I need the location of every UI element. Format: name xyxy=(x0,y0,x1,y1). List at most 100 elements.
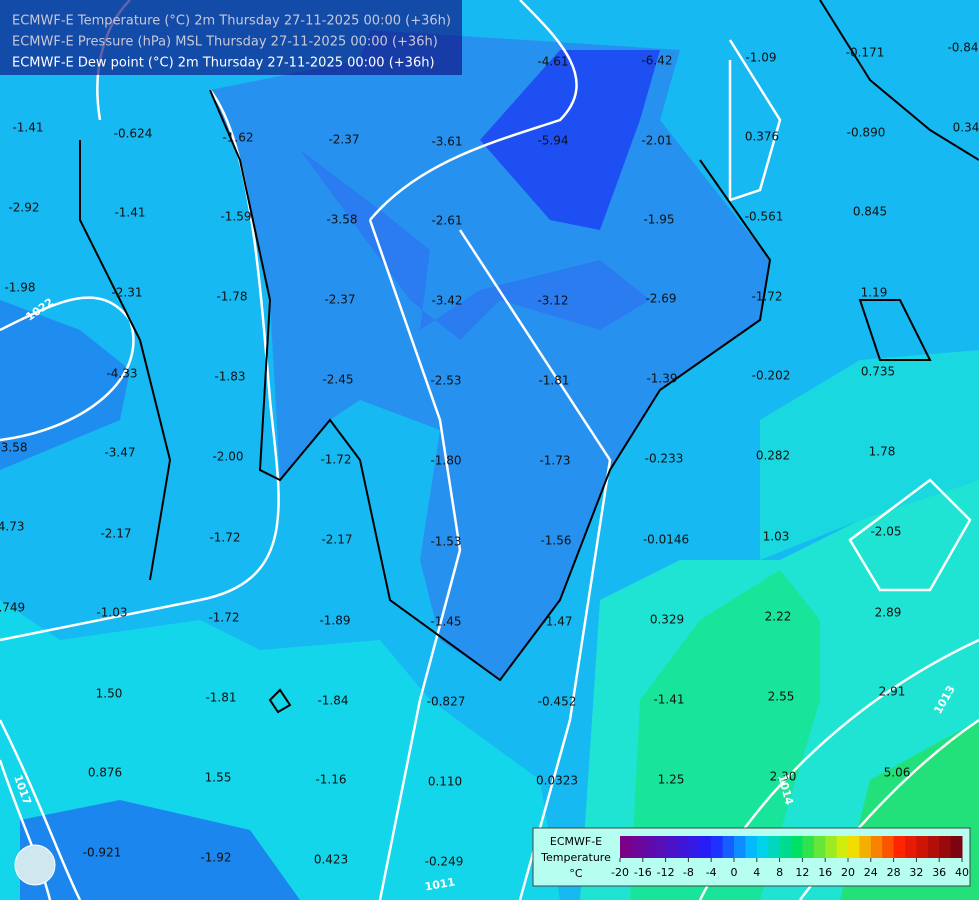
value-label: -0.561 xyxy=(745,210,784,224)
value-label: -2.37 xyxy=(324,293,355,307)
value-label: 1.50 xyxy=(96,687,123,701)
value-label: -2.01 xyxy=(641,134,672,148)
value-label: -0.921 xyxy=(83,846,122,860)
colorbar-cell xyxy=(836,836,849,858)
colorbar-cell xyxy=(813,836,826,858)
colorbar-cell xyxy=(939,836,952,858)
zero-contours xyxy=(79,0,979,714)
value-label: 0.110 xyxy=(428,775,462,789)
colorbar-tick-label: -8 xyxy=(683,866,694,879)
value-label: -5.94 xyxy=(537,134,568,148)
value-label: 0.329 xyxy=(650,613,684,627)
colorbar-cell xyxy=(722,836,735,858)
colorbar-cell xyxy=(859,836,872,858)
value-label: 1.03 xyxy=(763,530,790,544)
colorbar-tick-label: 28 xyxy=(887,866,901,879)
colorbar: -20 -16 -12 -8 -4 0 4 8 12 16 20 24 28 32 36 40 xyxy=(611,836,969,879)
value-label: -1.80 xyxy=(430,454,461,468)
colorbar-cell xyxy=(711,836,724,858)
colorbar-tick-label: -20 xyxy=(611,866,629,879)
value-label: -2.61 xyxy=(431,214,462,228)
colorbar-cell xyxy=(642,836,655,858)
value-label: -1.72 xyxy=(209,531,240,545)
value-label: -0.452 xyxy=(538,695,577,709)
region xyxy=(630,570,820,900)
colorbar-cell xyxy=(699,836,712,858)
region xyxy=(760,350,979,560)
value-label: 2.91 xyxy=(879,685,906,699)
value-label: -1.62 xyxy=(222,131,253,145)
value-label: 0.423 xyxy=(314,853,348,867)
value-label: -3.42 xyxy=(431,294,462,308)
value-label: -0.624 xyxy=(114,127,153,141)
value-label: 0.876 xyxy=(88,766,122,780)
colorbar-cell xyxy=(756,836,769,858)
region xyxy=(480,50,660,230)
value-label: 0.749 xyxy=(0,601,25,615)
value-label: -1.95 xyxy=(643,213,674,227)
header-box xyxy=(0,0,462,75)
value-label: -1.92 xyxy=(200,851,231,865)
value-label: -1.73 xyxy=(539,454,570,468)
value-label: -0.0146 xyxy=(643,533,689,547)
value-label: -2.92 xyxy=(8,201,39,215)
colorbar-cell xyxy=(654,836,667,858)
value-label: -1.81 xyxy=(205,691,236,705)
colorbar-cell xyxy=(620,836,632,858)
colorbar-cell xyxy=(893,836,906,858)
value-label: 0.376 xyxy=(745,130,779,144)
value-label: -1.78 xyxy=(216,290,247,304)
colorbar-cell xyxy=(950,836,963,858)
map-labels: -4.61 -6.42 -1.09 -0.171 -0.84 -1.41 -0.624 -1.… xyxy=(0,41,979,894)
value-label: -1.83 xyxy=(214,370,245,384)
value-label: -6.42 xyxy=(641,54,672,68)
colorbar-cell xyxy=(677,836,689,858)
value-label: -4.61 xyxy=(537,55,568,69)
value-label: -1.84 xyxy=(317,694,348,708)
colorbar-cell xyxy=(779,836,792,858)
value-label: -1.72 xyxy=(208,611,239,625)
value-label: -2.53 xyxy=(430,374,461,388)
colorbar-cell xyxy=(631,836,644,858)
value-label: -0.84 xyxy=(947,41,978,55)
value-label: -2.45 xyxy=(322,373,353,387)
colorbar-tick-label: 20 xyxy=(841,866,855,879)
colorbar-tick-label: 0 xyxy=(731,866,738,879)
colorbar-cell xyxy=(882,836,895,858)
value-label: 2.22 xyxy=(765,610,792,624)
value-label: -1.09 xyxy=(745,51,776,65)
value-label: -0.233 xyxy=(645,452,684,466)
colorbar-tick-label: 4 xyxy=(753,866,760,879)
colorbar-tick-label: 12 xyxy=(795,866,809,879)
region xyxy=(20,800,300,900)
value-label: -0.202 xyxy=(752,369,791,383)
legend-unit: °C xyxy=(569,867,583,880)
legend-variable: Temperature xyxy=(540,851,611,864)
value-label: 0.845 xyxy=(853,205,887,219)
value-label: -1.72 xyxy=(751,290,782,304)
colorbar-tick-label: -12 xyxy=(657,866,675,879)
isobar-label: 1011 xyxy=(424,875,456,893)
value-label: -0.890 xyxy=(847,126,886,140)
value-label: -1.89 xyxy=(319,614,350,628)
value-label: -2.69 xyxy=(645,292,676,306)
colorbar-cell xyxy=(734,836,746,858)
colorbar-tick-label: 8 xyxy=(776,866,783,879)
value-label: -1.03 xyxy=(96,606,127,620)
logo xyxy=(14,844,56,886)
value-label: -2.31 xyxy=(111,286,142,300)
colorbar-cell xyxy=(665,836,678,858)
colorbar-tick-label: 24 xyxy=(864,866,878,879)
colorbar-tick-label: -4 xyxy=(706,866,717,879)
colorbar-cell xyxy=(688,836,701,858)
value-label: -4.33 xyxy=(106,367,137,381)
value-label: -1.41 xyxy=(653,693,684,707)
value-label: 2.30 xyxy=(770,770,797,784)
value-label: -0.827 xyxy=(427,695,466,709)
value-label: 2.89 xyxy=(875,606,902,620)
value-label: -1.98 xyxy=(4,281,35,295)
value-label: 1.25 xyxy=(658,773,685,787)
colorbar-cell xyxy=(825,836,838,858)
value-label: -2.17 xyxy=(321,533,352,547)
